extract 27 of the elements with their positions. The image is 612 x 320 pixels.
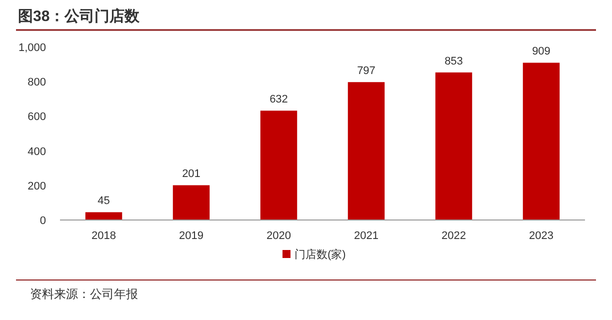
y-tick-label: 200 bbox=[28, 180, 46, 192]
bar bbox=[435, 72, 472, 220]
x-tick-label: 2023 bbox=[529, 230, 554, 242]
text: 资料来源：公司年报 bbox=[30, 287, 138, 301]
bar bbox=[522, 62, 560, 220]
x-tick-label: 2020 bbox=[266, 230, 291, 242]
bar bbox=[172, 185, 210, 220]
bar bbox=[348, 82, 385, 220]
bar bbox=[85, 212, 122, 220]
data-label: 45 bbox=[98, 195, 110, 208]
legend-label: 门店数(家) bbox=[294, 248, 346, 261]
y-tick-label: 1,000 bbox=[18, 42, 46, 54]
x-tick-label: 2018 bbox=[92, 230, 116, 242]
y-tick-label: 0 bbox=[40, 215, 46, 227]
y-tick-label: 800 bbox=[28, 76, 46, 89]
chart-title: 图38：公司门店数 bbox=[18, 7, 141, 25]
x-tick-label: 2019 bbox=[179, 230, 204, 242]
y-tick-label: 400 bbox=[28, 146, 46, 158]
data-label: 201 bbox=[182, 168, 200, 180]
bar bbox=[260, 110, 298, 220]
x-tick-label: 2021 bbox=[354, 230, 378, 242]
data-label: 632 bbox=[270, 94, 288, 106]
x-tick-label: 2022 bbox=[442, 230, 466, 242]
y-tick-label: 600 bbox=[28, 111, 46, 124]
data-label: 797 bbox=[357, 65, 376, 78]
data-label: 909 bbox=[532, 46, 550, 58]
data-label: 853 bbox=[444, 55, 463, 68]
